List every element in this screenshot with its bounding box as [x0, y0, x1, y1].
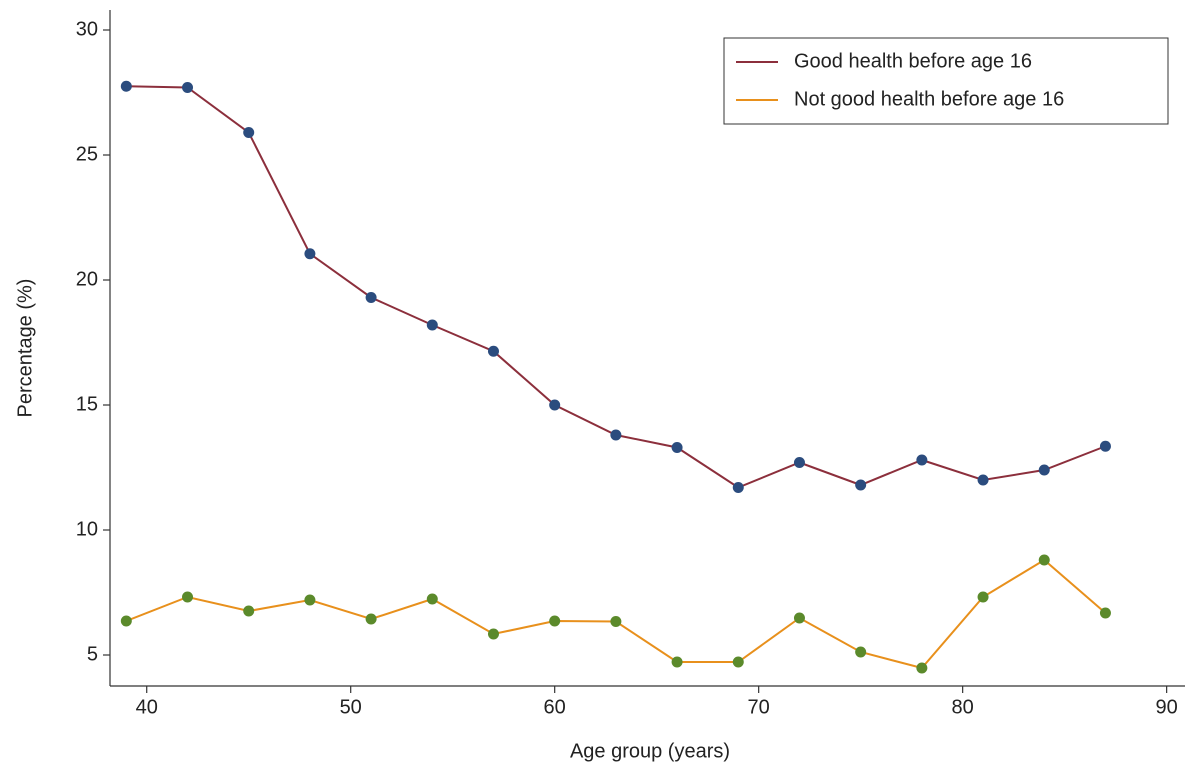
y-tick-label: 30: [76, 18, 98, 40]
data-point: [182, 591, 194, 603]
data-point: [243, 127, 255, 138]
x-axis-label: Age group (years): [570, 740, 730, 762]
data-point: [977, 591, 989, 603]
x-tick-label: 50: [340, 696, 362, 718]
data-point: [426, 593, 438, 605]
data-point: [1099, 440, 1111, 452]
data-point: [855, 646, 867, 658]
data-point: [793, 457, 805, 468]
data-point: [732, 482, 744, 493]
y-tick-label: 15: [76, 393, 98, 415]
data-point: [732, 656, 744, 668]
data-point: [182, 82, 194, 93]
y-tick-label: 20: [76, 268, 98, 290]
legend-label: Not good health before age 16: [794, 88, 1064, 110]
data-point: [793, 612, 805, 624]
x-tick-label: 80: [952, 696, 974, 718]
data-point: [916, 454, 928, 466]
x-tick-label: 70: [748, 696, 770, 718]
legend-label: Good health before age 16: [794, 50, 1032, 72]
y-tick-label: 5: [87, 643, 98, 665]
data-point: [304, 248, 316, 260]
data-point: [426, 319, 438, 331]
data-point: [1038, 554, 1050, 566]
data-point: [610, 429, 622, 441]
data-point: [487, 345, 499, 357]
data-point: [610, 616, 622, 627]
y-axis-label: Percentage (%): [14, 279, 36, 418]
legend-box: [723, 37, 1169, 125]
data-point: [365, 613, 377, 625]
data-point: [1038, 464, 1050, 476]
series-line: [126, 85, 1106, 489]
data-point: [671, 656, 683, 668]
data-point: [549, 615, 561, 627]
data-point: [304, 594, 316, 606]
y-tick-label: 10: [76, 518, 98, 540]
data-point: [977, 474, 989, 486]
series-line: [125, 558, 1107, 670]
data-point: [365, 292, 377, 303]
data-point: [1099, 607, 1111, 619]
data-point: [549, 399, 561, 411]
x-tick-label: 40: [136, 696, 158, 718]
data-point: [671, 442, 683, 453]
data-point: [120, 615, 132, 627]
data-point: [243, 605, 255, 617]
data-point: [855, 479, 867, 491]
y-tick-label: 25: [76, 143, 98, 165]
data-point: [487, 628, 499, 640]
x-tick-label: 90: [1156, 696, 1178, 718]
x-tick-label: 60: [544, 696, 566, 718]
data-point: [120, 80, 132, 92]
data-point: [916, 662, 928, 674]
